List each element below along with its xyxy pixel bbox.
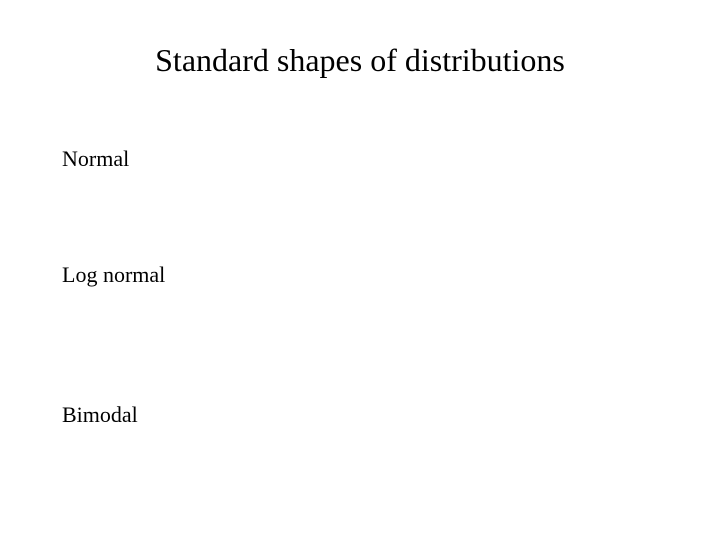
list-item: Log normal: [62, 262, 165, 288]
list-item: Normal: [62, 146, 129, 172]
slide-title: Standard shapes of distributions: [0, 42, 720, 79]
list-item: Bimodal: [62, 402, 138, 428]
